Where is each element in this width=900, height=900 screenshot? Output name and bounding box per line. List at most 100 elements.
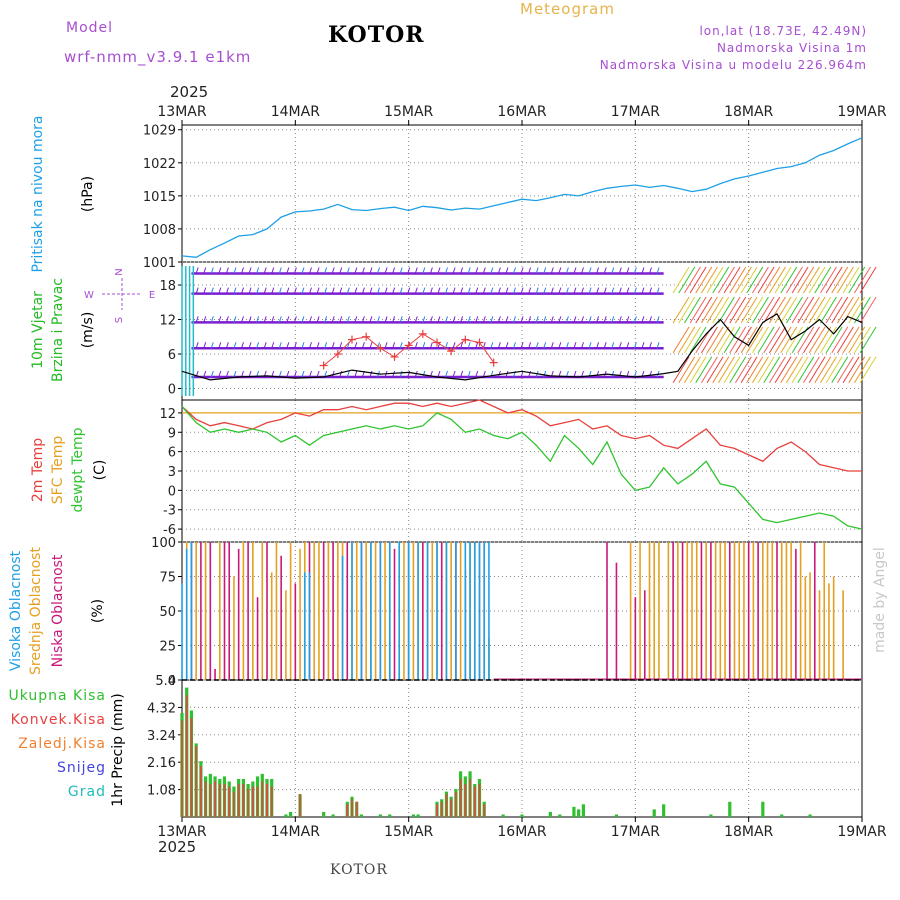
wind-barb-tick: [278, 342, 282, 349]
wind-barb-tick: [656, 316, 660, 323]
wind-barb-strong: [723, 326, 741, 354]
wind-barb-tick: [581, 316, 584, 323]
wind-barb-tick: [452, 370, 456, 378]
wind-barb-tick: [588, 316, 592, 323]
wind-barb-tick: [369, 370, 373, 378]
wind-barb-strong: [678, 266, 696, 294]
wind-barb-strong: [684, 266, 701, 294]
wind-barb-tick: [460, 342, 464, 349]
wind-barb-tick: [550, 267, 554, 274]
wind-barb-tick: [475, 370, 479, 378]
precip-legend-item: Ukupna Kisa: [8, 688, 106, 704]
wind-barb-tick: [445, 267, 448, 274]
wind-barb-tick: [392, 316, 396, 323]
wind-barb-tick: [203, 370, 207, 378]
wind-barb-strong: [820, 356, 837, 384]
wind-barb-tick: [497, 342, 501, 349]
wind-barb-tick: [361, 287, 365, 294]
wind-barb-strong: [831, 266, 849, 294]
wind-barb-tick: [399, 267, 403, 274]
wind-barb-strong: [808, 296, 826, 324]
wind-barb-tick: [309, 370, 312, 378]
wind-barb-tick: [414, 316, 418, 323]
wind-barb-tick: [565, 267, 569, 274]
wind-barb-tick: [218, 342, 222, 349]
wind-barb-strong: [859, 326, 877, 354]
wind-barb-tick: [535, 287, 539, 294]
wind-barb-strong: [854, 356, 871, 384]
wind-barb-tick: [377, 342, 380, 349]
cloud-unit-label: (%): [90, 599, 106, 623]
wind-barb-tick: [293, 316, 297, 323]
precip-conv-bar: [218, 784, 221, 817]
y-tick-precip: 1.08: [147, 784, 176, 799]
wind-barb-tick: [324, 370, 328, 378]
wind-barb-tick: [505, 287, 509, 294]
wind-barb-strong: [803, 266, 820, 294]
wind-barb-strong: [746, 326, 764, 354]
wind-barb-tick: [422, 267, 426, 274]
wind-barb-tick: [603, 287, 607, 294]
wind-barb-tick: [354, 287, 358, 294]
wind-barb-strong: [718, 266, 735, 294]
precip-conv-bar: [256, 786, 259, 817]
wind-barb-strong: [837, 296, 854, 324]
wind-barb-tick: [278, 267, 282, 274]
wind-barb-strong: [848, 266, 866, 294]
wind-barb-tick: [528, 370, 532, 378]
y-tick-pressure: 1001: [143, 256, 176, 271]
wind-barb-strong: [712, 326, 730, 354]
wind-barb-strong: [763, 356, 781, 384]
wind-barb-strong: [797, 356, 815, 384]
precip-conv-bar: [299, 794, 302, 817]
compass-east: E: [149, 290, 155, 301]
wind-barb-tick: [460, 370, 464, 378]
wind-barb-tick: [278, 316, 282, 323]
wind-barb-tick: [225, 316, 229, 323]
wind-barb-tick: [241, 370, 244, 378]
wind-barb-tick: [414, 287, 418, 294]
wind-barb-strong: [695, 266, 713, 294]
wind-barb-tick: [535, 267, 539, 274]
x-tick-top: 15MAR: [384, 104, 433, 120]
wind-barb-strong: [701, 296, 718, 324]
wind-gust-marker: [319, 361, 328, 370]
wind-barb-tick: [513, 267, 516, 274]
wind-barb-strong: [831, 356, 849, 384]
wind-barb-strong: [723, 356, 741, 384]
wind-barb-tick: [475, 316, 479, 323]
compass-north: N: [114, 268, 125, 275]
y-tick-temperature: 6: [168, 446, 176, 461]
wind-barb-tick: [573, 287, 577, 294]
wind-barb-tick: [437, 316, 441, 323]
wind-barb-tick: [633, 267, 637, 274]
precip-conv-bar: [469, 778, 472, 817]
wind-barb-tick: [626, 287, 630, 294]
wind-barb-tick: [543, 316, 547, 323]
wind-barb-tick: [399, 370, 403, 378]
wind-barb-tick: [497, 316, 501, 323]
wind-barb-tick: [248, 267, 252, 274]
wind-barb-tick: [520, 342, 524, 349]
temp-2m-line: [181, 399, 862, 472]
x-tick-bottom: 13MAR: [157, 824, 206, 840]
model-run-label: wrf-nmm_v3.9.1 e1km: [64, 48, 252, 66]
wind-barb-tick: [331, 342, 335, 349]
wind-barb-strong: [706, 266, 724, 294]
precip-conv-bar: [483, 804, 486, 817]
wind-barb-tick: [565, 316, 569, 323]
wind-barb-strong: [769, 326, 786, 354]
wind-barb-tick: [316, 370, 320, 378]
wind-barb-tick: [550, 287, 554, 294]
precip-conv-bar: [266, 784, 268, 817]
wind-barb-tick: [256, 287, 260, 294]
wind-barb-strong: [820, 266, 837, 294]
wind-barb-tick: [331, 370, 335, 378]
wind-barb-tick: [233, 342, 237, 349]
y-tick-wind: 18: [159, 279, 176, 294]
precip-total-bar: [572, 806, 576, 817]
wind-barb-tick: [422, 370, 426, 378]
wind-barb-tick: [210, 316, 214, 323]
wind-barb-tick: [649, 316, 652, 323]
compass-south: S: [114, 317, 125, 323]
